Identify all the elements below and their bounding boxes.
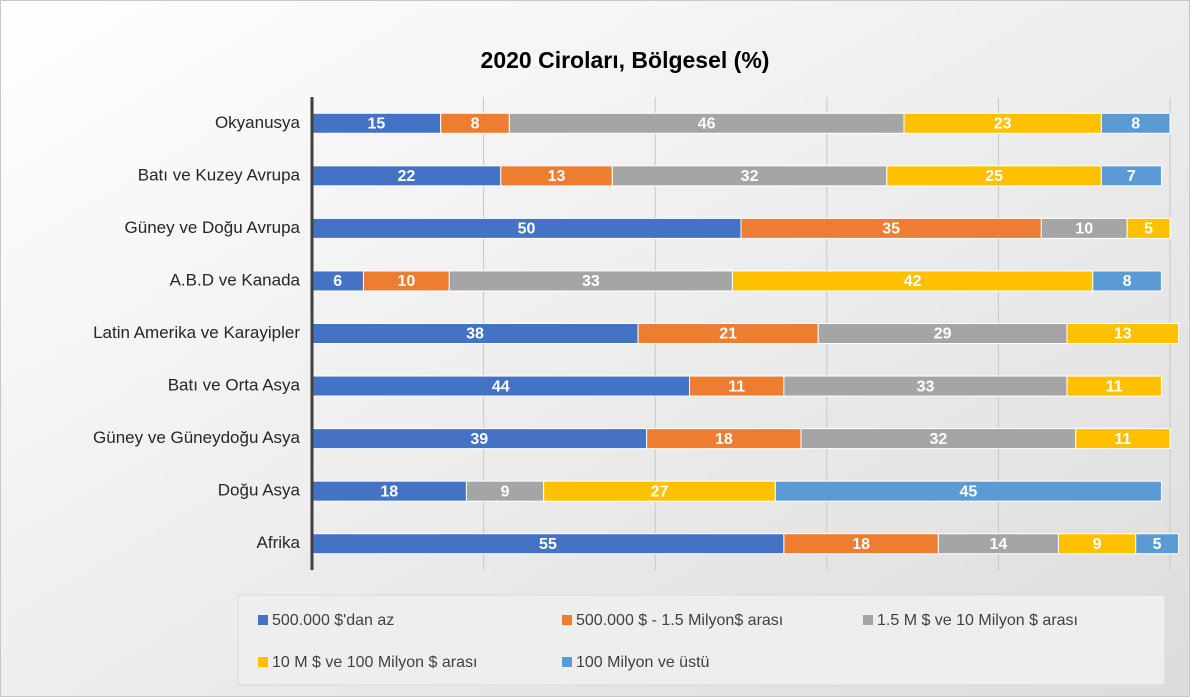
data-label: 13	[1114, 326, 1132, 343]
data-label: 8	[471, 115, 480, 132]
legend-swatch	[258, 657, 268, 667]
data-label: 15	[367, 115, 385, 132]
data-label: 6	[333, 273, 342, 290]
y-tick-label: Güney ve Güneydoğu Asya	[93, 428, 301, 447]
bar-segment	[1126, 217, 1171, 239]
bar-segment	[1135, 533, 1180, 555]
data-label: 23	[994, 115, 1012, 132]
data-label: 7	[1127, 168, 1136, 185]
data-label: 39	[470, 431, 488, 448]
legend-swatch	[863, 615, 873, 625]
data-label: 9	[1093, 536, 1102, 553]
y-tick-label: Güney ve Doğu Avrupa	[125, 218, 301, 237]
data-label: 25	[985, 168, 1003, 185]
legend-swatch	[562, 615, 572, 625]
data-label: 11	[1106, 378, 1123, 395]
bar-segment	[774, 480, 1162, 502]
data-label: 14	[990, 536, 1008, 553]
bar-segment	[1100, 112, 1171, 134]
bar-segment	[1075, 428, 1171, 450]
data-label: 18	[852, 536, 870, 553]
data-label: 18	[380, 483, 398, 500]
data-label: 55	[539, 536, 557, 553]
data-label: 13	[548, 168, 566, 185]
data-label: 10	[1075, 221, 1093, 238]
legend-label: 500.000 $ - 1.5 Milyon$ arası	[576, 612, 783, 629]
data-label: 46	[698, 115, 716, 132]
bar-segment	[1066, 375, 1162, 397]
legend-box	[237, 594, 1166, 686]
data-label: 35	[882, 221, 900, 238]
data-label: 45	[959, 483, 977, 500]
y-tick-label: A.B.D ve Kanada	[170, 270, 301, 289]
legend-label: 500.000 $'dan az	[272, 612, 394, 629]
data-label: 8	[1123, 273, 1132, 290]
data-label: 8	[1131, 115, 1140, 132]
y-tick-label: Batı ve Orta Asya	[168, 376, 301, 395]
data-label: 29	[934, 326, 952, 343]
y-tick-label: Doğu Asya	[218, 481, 301, 500]
data-label: 22	[397, 168, 415, 185]
data-label: 44	[492, 378, 510, 395]
data-label: 50	[518, 221, 536, 238]
chart-title: 2020 Ciroları, Bölgesel (%)	[481, 47, 770, 73]
data-label: 11	[1114, 431, 1131, 448]
y-tick-label: Batı ve Kuzey Avrupa	[138, 165, 301, 184]
legend-label: 100 Milyon ve üstü	[576, 654, 709, 671]
legend-label: 10 M $ ve 100 Milyon $ arası	[272, 654, 477, 671]
y-tick-label: Afrika	[257, 533, 301, 552]
data-label: 33	[582, 273, 600, 290]
bar-segment	[1066, 323, 1180, 344]
data-label: 33	[917, 378, 935, 395]
data-label: 27	[651, 483, 669, 500]
data-label: 21	[719, 326, 737, 343]
data-label: 9	[501, 483, 510, 500]
bar-segment	[1100, 165, 1162, 187]
data-label: 11	[728, 378, 745, 395]
data-label: 38	[466, 326, 484, 343]
data-label: 10	[397, 273, 415, 290]
legend-label: 1.5 M $ ve 10 Milyon $ arası	[877, 612, 1078, 629]
data-label: 18	[715, 431, 733, 448]
data-label: 5	[1153, 536, 1162, 553]
bar-segment	[1092, 270, 1162, 292]
data-label: 5	[1144, 221, 1153, 238]
data-label: 32	[741, 168, 759, 185]
legend-swatch	[258, 615, 268, 625]
legend-swatch	[562, 657, 572, 667]
data-label: 32	[929, 431, 947, 448]
y-tick-label: Okyanusya	[215, 113, 301, 132]
y-tick-label: Latin Amerika ve Karayipler	[93, 323, 300, 342]
data-label: 42	[904, 273, 922, 290]
